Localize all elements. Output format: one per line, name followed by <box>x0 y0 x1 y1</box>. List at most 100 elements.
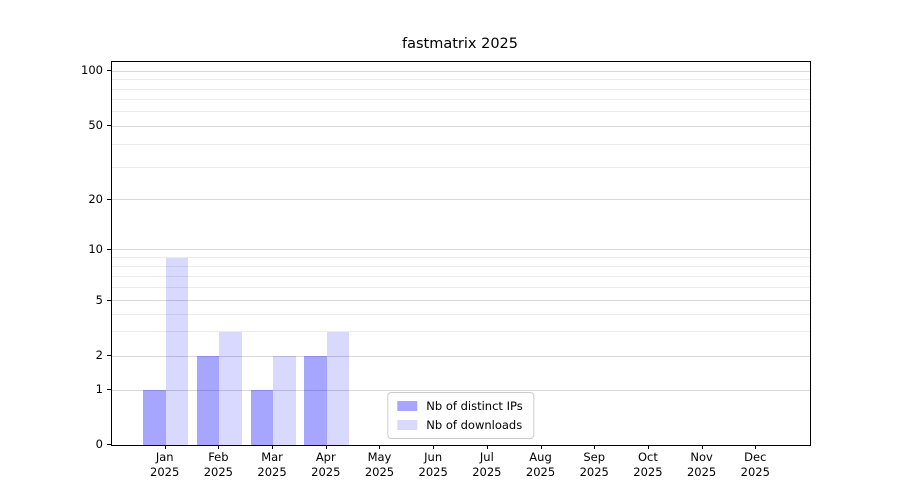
x-tick-year: 2025 <box>311 464 341 479</box>
x-tick-label-dec: Dec 2025 <box>727 450 783 479</box>
x-tick-mark-jun <box>433 445 435 449</box>
y-tick-label-10: 10 <box>88 241 103 256</box>
y-tick-label-2: 2 <box>95 348 103 363</box>
bar-downloads-apr <box>326 331 350 445</box>
minor-gridline-7 <box>112 275 810 277</box>
x-tick-year: 2025 <box>472 464 502 479</box>
y-tick-mark-50 <box>107 125 111 127</box>
x-tick-year: 2025 <box>525 464 556 479</box>
major-gridline-50 <box>112 125 810 127</box>
x-tick-mark-jan <box>164 445 166 449</box>
minor-gridline-6 <box>112 287 810 288</box>
y-tick-mark-100 <box>107 70 111 72</box>
legend-item-distinct-ips: Nb of distinct IPs <box>397 399 523 413</box>
y-tick-label-0: 0 <box>95 437 103 451</box>
major-gridline-10 <box>112 249 810 251</box>
legend-item-downloads: Nb of downloads <box>397 418 522 432</box>
x-tick-label-mar: Mar 2025 <box>244 450 300 479</box>
x-tick-month: Feb <box>208 450 229 464</box>
bar-downloads-mar <box>273 356 296 445</box>
plot-area: Nb of distinct IPs Nb of downloads <box>111 61 811 446</box>
x-tick-label-aug: Aug 2025 <box>513 450 569 479</box>
minor-gridline-90 <box>112 79 810 81</box>
y-tick-mark-1 <box>107 389 111 391</box>
y-tick-mark-5 <box>107 299 111 301</box>
y-tick-label-20: 20 <box>88 191 103 206</box>
x-tick-mark-mar <box>272 445 274 449</box>
major-gridline-20 <box>112 199 810 201</box>
y-tick-label-100: 100 <box>81 63 103 78</box>
x-tick-mark-feb <box>218 445 220 449</box>
y-tick-label-50: 50 <box>88 118 103 133</box>
x-tick-label-jun: Jun 2025 <box>405 450 461 479</box>
major-gridline-2 <box>112 355 810 357</box>
minor-gridline-80 <box>112 88 810 90</box>
x-tick-mark-dec <box>755 445 757 449</box>
minor-gridline-30 <box>112 166 810 168</box>
bar-distinct-ips-feb <box>196 356 220 445</box>
y-tick-mark-0 <box>107 444 111 445</box>
x-tick-month: Mar <box>261 450 283 464</box>
x-tick-mark-nov <box>701 445 703 449</box>
x-tick-mark-sep <box>594 445 596 449</box>
x-tick-month: Nov <box>690 450 713 464</box>
x-tick-mark-jul <box>486 445 488 449</box>
x-tick-month: Dec <box>744 450 767 464</box>
legend-swatch-distinct-ips <box>397 401 418 411</box>
x-tick-mark-may <box>379 445 381 449</box>
x-tick-month: Jun <box>424 450 443 464</box>
bar-distinct-ips-jan <box>143 390 166 445</box>
minor-gridline-40 <box>112 143 810 145</box>
legend-label-distinct-ips: Nb of distinct IPs <box>426 399 523 413</box>
x-tick-label-jul: Jul 2025 <box>459 450 515 479</box>
x-tick-label-jan: Jan 2025 <box>137 450 193 479</box>
bar-distinct-ips-apr <box>304 356 327 445</box>
major-gridline-5 <box>112 300 810 302</box>
y-tick-mark-20 <box>107 198 111 200</box>
x-tick-year: 2025 <box>418 464 448 479</box>
x-tick-mark-apr <box>325 445 327 449</box>
x-tick-month: Sep <box>583 450 606 464</box>
x-tick-month: Jul <box>479 450 494 464</box>
major-gridline-100 <box>112 70 810 72</box>
y-tick-label-1: 1 <box>95 382 103 397</box>
bar-downloads-feb <box>219 331 242 445</box>
minor-gridline-4 <box>112 313 810 315</box>
x-tick-year: 2025 <box>203 464 234 479</box>
chart-title: fastmatrix 2025 <box>401 36 518 52</box>
x-tick-label-nov: Nov 2025 <box>674 450 730 479</box>
minor-gridline-8 <box>112 265 810 267</box>
x-tick-year: 2025 <box>579 464 609 479</box>
y-tick-mark-2 <box>107 355 111 357</box>
legend-label-downloads: Nb of downloads <box>426 418 523 432</box>
legend-swatch-downloads <box>397 420 418 430</box>
x-tick-month: Aug <box>529 450 552 464</box>
x-tick-year: 2025 <box>150 464 180 479</box>
bar-downloads-jan <box>165 257 189 445</box>
x-tick-label-oct: Oct 2025 <box>620 450 676 479</box>
x-tick-month: Oct <box>637 450 658 464</box>
x-tick-year: 2025 <box>364 464 395 479</box>
legend: Nb of distinct IPs Nb of downloads <box>387 392 535 439</box>
major-gridline-1 <box>112 389 810 391</box>
bar-distinct-ips-mar <box>250 390 274 445</box>
x-tick-month: Apr <box>315 450 336 464</box>
x-tick-mark-oct <box>647 445 649 449</box>
y-tick-label-5: 5 <box>95 292 103 307</box>
x-tick-year: 2025 <box>257 464 287 479</box>
x-tick-mark-aug <box>540 445 542 449</box>
minor-gridline-9 <box>112 257 810 259</box>
x-tick-year: 2025 <box>686 464 717 479</box>
x-tick-label-apr: Apr 2025 <box>298 450 354 479</box>
y-tick-mark-10 <box>107 248 111 250</box>
x-tick-month: May <box>367 450 392 464</box>
x-tick-label-sep: Sep 2025 <box>566 450 622 479</box>
x-tick-label-may: May 2025 <box>351 450 407 479</box>
x-tick-year: 2025 <box>740 464 770 479</box>
x-tick-year: 2025 <box>633 464 663 479</box>
minor-gridline-3 <box>112 331 810 333</box>
x-tick-month: Jan <box>155 450 174 464</box>
x-tick-label-feb: Feb 2025 <box>190 450 246 479</box>
minor-gridline-60 <box>112 111 810 113</box>
